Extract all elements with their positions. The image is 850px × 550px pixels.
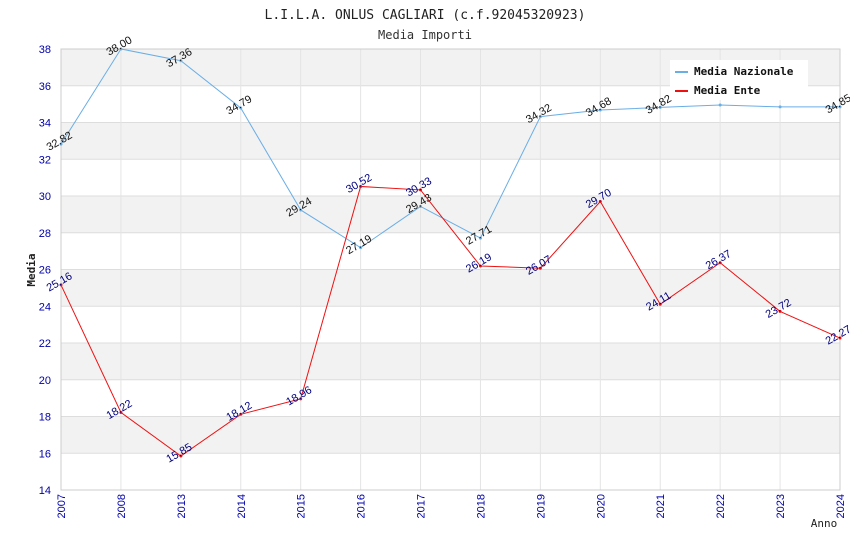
y-axis-label: Media: [25, 253, 38, 286]
x-tick-label: 2020: [595, 494, 607, 518]
data-point: [838, 336, 842, 340]
x-tick-label: 2008: [116, 494, 128, 518]
data-point: [179, 454, 183, 458]
x-tick-label: 2021: [655, 494, 667, 518]
data-point: [538, 266, 542, 270]
data-point: [718, 261, 722, 265]
x-tick-label: 2007: [56, 494, 68, 518]
background-band: [61, 453, 840, 490]
data-point: [359, 184, 363, 188]
y-tick-label: 28: [39, 228, 51, 240]
y-tick-label: 32: [39, 154, 51, 166]
data-point: [598, 108, 602, 112]
data-point: [299, 208, 303, 212]
x-tick-label: 2018: [475, 494, 487, 518]
data-point: [59, 142, 63, 146]
plot-frame: [60, 48, 841, 491]
y-tick-label: 18: [39, 412, 51, 424]
chart-subtitle: Media Importi: [378, 28, 472, 42]
background-band: [61, 232, 840, 270]
x-tick-label: 2013: [176, 494, 188, 518]
x-tick-label: 2022: [715, 494, 727, 518]
data-point: [778, 105, 782, 109]
y-axis-ticks: 14 16 18 20 22 24 26 28 30 32 34 36 38: [39, 44, 51, 497]
y-tick-label: 22: [39, 338, 51, 350]
legend-label-media-ente: Media Ente: [694, 84, 761, 97]
data-point: [478, 236, 482, 240]
series-lines: [59, 47, 842, 458]
x-tick-label: 2014: [236, 494, 248, 518]
legend: Media Nazionale Media Ente: [670, 60, 808, 100]
data-point: [419, 204, 423, 208]
background-band: [61, 379, 840, 417]
series-line-media-ente: [60, 185, 841, 457]
chart-title: L.I.L.A. ONLUS CAGLIARI (c.f.92045320923…: [265, 8, 586, 23]
background-band: [61, 343, 840, 380]
data-point: [778, 309, 782, 313]
data-point: [658, 302, 662, 306]
x-tick-label: 2015: [296, 494, 308, 518]
y-tick-label: 20: [39, 375, 51, 387]
grid-lines: [60, 48, 841, 491]
x-tick-label: 2023: [775, 494, 787, 518]
x-tick-label: 2016: [356, 494, 368, 518]
data-point: [478, 264, 482, 268]
background-band: [61, 269, 840, 307]
series-line-media-nazionale: [60, 48, 840, 249]
data-point: [59, 283, 63, 287]
data-point: [658, 105, 662, 109]
x-tick-label: 2019: [535, 494, 547, 518]
y-tick-label: 36: [39, 81, 51, 93]
background-band: [61, 196, 840, 233]
data-point: [419, 188, 423, 192]
y-tick-label: 16: [39, 448, 51, 460]
data-point: [239, 106, 243, 110]
background-band: [61, 159, 840, 196]
y-tick-label: 26: [39, 265, 51, 277]
data-point: [119, 47, 123, 51]
data-point: [718, 103, 722, 107]
data-point: [359, 246, 363, 250]
legend-box: [670, 60, 808, 100]
background-band: [61, 306, 840, 343]
x-tick-label: 2017: [416, 494, 428, 518]
y-tick-label: 24: [39, 301, 51, 313]
data-point: [838, 105, 842, 109]
y-tick-label: 14: [39, 485, 51, 497]
background-band: [61, 122, 840, 160]
data-point: [299, 397, 303, 401]
y-tick-label: 34: [39, 118, 51, 130]
background-band: [61, 416, 840, 454]
y-tick-label: 30: [39, 191, 51, 203]
data-point: [179, 59, 183, 63]
x-axis-label: Anno: [811, 517, 838, 530]
data-point: [598, 200, 602, 204]
x-tick-label: 2024: [835, 494, 847, 518]
plot-background-bands: [61, 49, 840, 490]
data-point: [538, 115, 542, 119]
x-axis-ticks: 2007 2008 2013 2014 2015 2016 2017 2018 2019 2020…: [56, 494, 847, 518]
data-point: [119, 410, 123, 414]
y-tick-label: 38: [39, 44, 51, 56]
legend-label-media-nazionale: Media Nazionale: [694, 65, 794, 78]
data-point: [239, 412, 243, 416]
